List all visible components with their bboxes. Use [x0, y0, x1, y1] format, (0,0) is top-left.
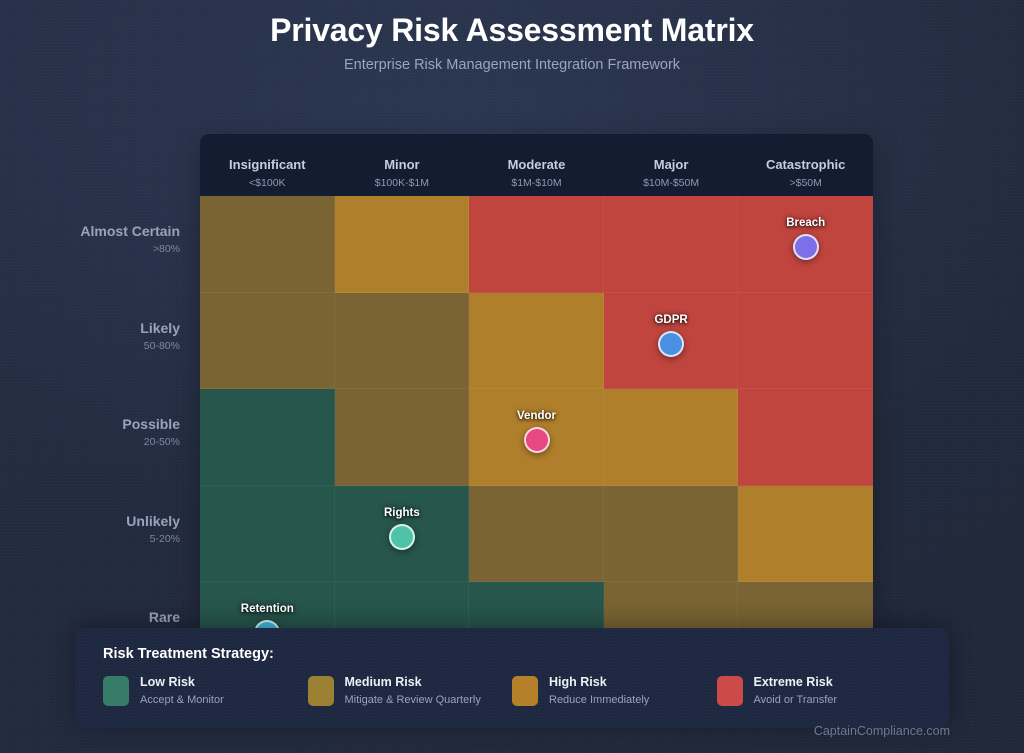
risk-point-marker[interactable] — [658, 330, 685, 357]
matrix-cell[interactable] — [469, 292, 604, 389]
risk-point-label: Breach — [786, 217, 826, 230]
risk-point-marker[interactable] — [523, 427, 550, 454]
row-header-label: Likely — [140, 319, 180, 336]
row-header-label: Almost Certain — [80, 223, 180, 239]
column-header-label: Catastrophic — [765, 157, 846, 172]
legend-color-swatch — [512, 676, 538, 706]
row-header-label: Possible — [122, 416, 180, 432]
legend-item-description: Avoid or Transfer — [753, 694, 838, 706]
matrix-cell[interactable] — [603, 196, 739, 293]
row-header: Unlikely 5-20% — [30, 512, 180, 547]
matrix-cell[interactable] — [738, 292, 873, 389]
matrix-cell[interactable] — [738, 582, 873, 630]
matrix-cell[interactable] — [334, 582, 470, 630]
page-subtitle: Enterprise Risk Management Integration F… — [343, 57, 681, 73]
legend-item[interactable]: Medium Risk Mitigate & Review Quarterly — [307, 674, 513, 708]
matrix-cell[interactable] — [200, 196, 335, 293]
column-header-range: >$50M — [789, 177, 822, 189]
column-header: Minor $100K-$1M — [335, 134, 470, 196]
matrix-cell[interactable] — [603, 582, 739, 630]
matrix-cell[interactable] — [200, 485, 335, 582]
column-header-label: Minor — [384, 157, 420, 172]
row-header: Almost Certain >80% — [30, 222, 180, 257]
legend-item-description: Accept & Monitor — [140, 694, 224, 706]
row-axis-labels: Almost Certain >80% Likely 50-80% Possible 20… — [30, 196, 190, 678]
legend-panel: Risk Treatment Strategy: Low Risk Accept … — [75, 628, 949, 728]
page-title: Privacy Risk Assessment Matrix — [270, 12, 754, 48]
column-header: Catastrophic >$50M — [738, 134, 873, 196]
legend-item-name: High Risk — [549, 675, 607, 689]
legend-item-name: Low Risk — [140, 675, 195, 689]
row-header-range: >80% — [152, 243, 180, 255]
matrix-cell[interactable] — [200, 389, 335, 486]
column-header-range: $1M-$10M — [511, 177, 562, 189]
row-header-label: Unlikely — [126, 512, 180, 529]
column-headers: Insignificant <$100K Minor $100K-$1M Moderat… — [200, 134, 873, 196]
row-header-range: 20-50% — [143, 436, 180, 448]
risk-matrix-card: Insignificant <$100K Minor $100K-$1M Moderat… — [200, 134, 873, 630]
row-header: Likely 50-80% — [30, 319, 180, 354]
matrix-cell[interactable] — [469, 485, 604, 582]
column-header: Major $10M-$50M — [604, 134, 739, 196]
legend-color-swatch — [103, 676, 129, 706]
legend-item[interactable]: Extreme Risk Avoid or Transfer — [716, 674, 922, 708]
row-header-range: 5-20% — [149, 532, 180, 545]
legend-item-description: Mitigate & Review Quarterly — [344, 694, 481, 706]
matrix-cell[interactable] — [334, 389, 470, 486]
matrix-cell[interactable] — [200, 292, 335, 389]
legend-item[interactable]: High Risk Reduce Immediately — [512, 674, 717, 708]
legend-title: Risk Treatment Strategy: — [103, 646, 274, 662]
column-header-range: <$100K — [249, 177, 286, 189]
risk-matrix-grid — [200, 196, 873, 630]
risk-point-marker[interactable] — [792, 234, 819, 261]
legend-item-name: Medium Risk — [344, 675, 422, 689]
matrix-cell[interactable] — [334, 196, 470, 293]
matrix-cell[interactable] — [603, 389, 739, 486]
legend-item[interactable]: Low Risk Accept & Monitor — [103, 674, 308, 708]
legend-items: Low Risk Accept & Monitor Medium Risk Mitig… — [103, 674, 921, 708]
risk-point-label: GDPR — [654, 313, 688, 326]
matrix-cell[interactable] — [603, 485, 739, 582]
column-header-label: Major — [653, 157, 689, 172]
page-header: Privacy Risk Assessment Matrix Enterpris… — [0, 0, 1024, 76]
matrix-cell[interactable] — [334, 292, 470, 389]
column-header: Insignificant <$100K — [200, 134, 335, 196]
matrix-cell[interactable] — [738, 389, 873, 486]
column-header-range: $10M-$50M — [643, 177, 700, 189]
risk-point-label: Retention — [240, 603, 294, 616]
row-header-label: Rare — [148, 609, 180, 625]
matrix-cell[interactable] — [738, 485, 873, 582]
risk-point-label: Vendor — [517, 410, 556, 423]
matrix-cell[interactable] — [469, 582, 604, 630]
column-header-label: Moderate — [507, 157, 566, 172]
legend-item-description: Reduce Immediately — [549, 694, 650, 706]
row-header-range: 50-80% — [143, 339, 180, 352]
legend-color-swatch — [716, 676, 743, 706]
row-header: Possible 20-50% — [30, 415, 180, 450]
legend-color-swatch — [307, 676, 334, 706]
column-header-label: Insignificant — [229, 157, 306, 172]
risk-point-label: Rights — [384, 506, 420, 519]
risk-point-marker[interactable] — [388, 523, 415, 550]
matrix-cell[interactable] — [469, 196, 604, 293]
legend-item-name: Extreme Risk — [753, 675, 833, 689]
column-header: Moderate $1M-$10M — [469, 134, 604, 196]
watermark: CaptainCompliance.com — [813, 724, 950, 738]
column-header-range: $100K-$1M — [374, 177, 430, 189]
